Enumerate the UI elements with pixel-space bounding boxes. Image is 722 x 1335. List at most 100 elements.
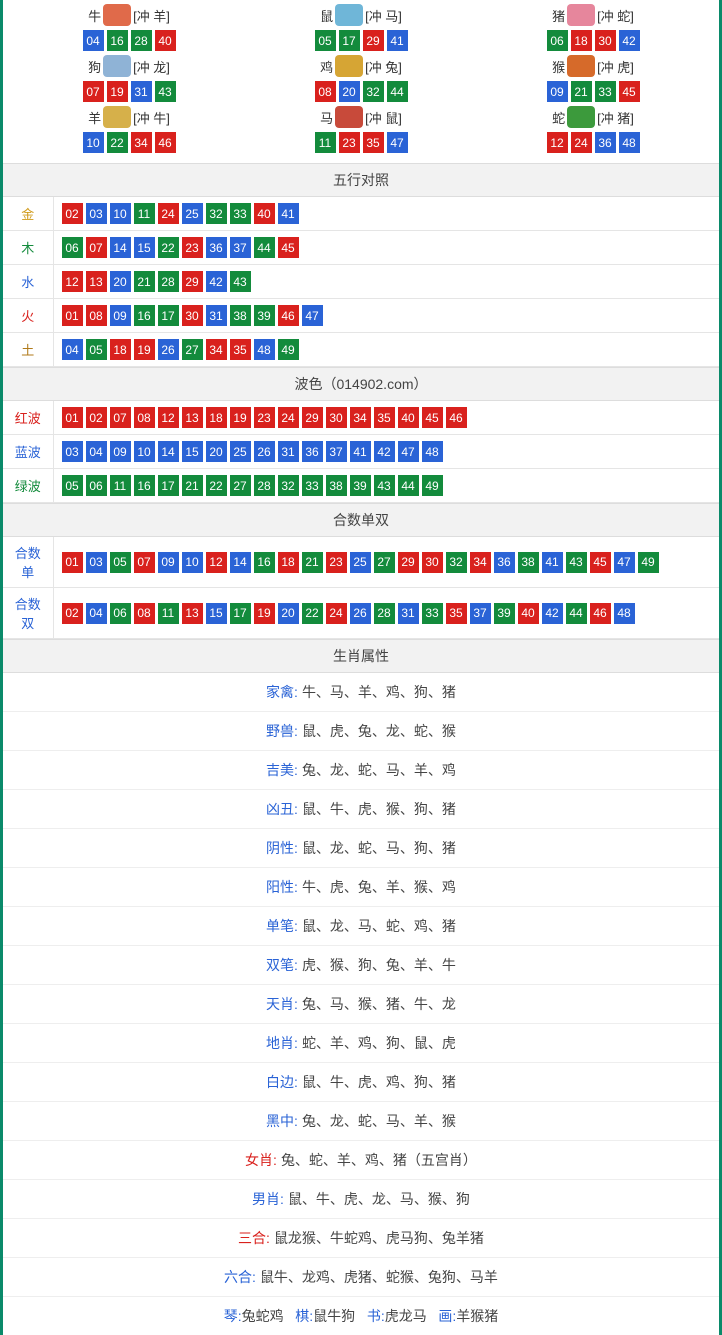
attr-label: 黑中:: [266, 1113, 298, 1129]
number-chip: 37: [470, 603, 491, 624]
zodiac-grid: 牛[冲 羊]04162840鼠[冲 马]05172941猪[冲 蛇]061830…: [3, 0, 719, 163]
attr-text: 羊猴猪: [456, 1308, 498, 1324]
number-chip: 06: [86, 475, 107, 496]
number-chip: 02: [62, 603, 83, 624]
number-chip: 31: [131, 81, 152, 102]
attr-label: 野兽:: [266, 723, 298, 739]
heshu-header: 合数单双: [3, 503, 719, 537]
number-chip: 07: [83, 81, 104, 102]
row-label: 金: [3, 197, 53, 231]
number-chip: 40: [155, 30, 176, 51]
number-chip: 38: [518, 552, 539, 573]
number-chip: 01: [62, 407, 83, 428]
zodiac-icon: [567, 55, 595, 77]
qin-qi-shu-hua-row: 琴:兔蛇鸡 棋:鼠牛狗 书:虎龙马 画:羊猴猪: [3, 1297, 719, 1335]
number-chip: 46: [590, 603, 611, 624]
zodiac-cell: 鼠[冲 马]05172941: [245, 4, 477, 51]
number-chip: 35: [230, 339, 251, 360]
attr-label: 男肖:: [252, 1191, 284, 1207]
number-chip: 37: [230, 237, 251, 258]
attr-text: 牛、虎、兔、羊、猴、鸡: [302, 879, 456, 895]
number-chip: 47: [302, 305, 323, 326]
number-chip: 29: [302, 407, 323, 428]
number-chip: 43: [566, 552, 587, 573]
attr-row: 白边:鼠、牛、虎、鸡、狗、猪: [3, 1063, 719, 1102]
attr-label: 阴性:: [266, 840, 298, 856]
number-chip: 34: [206, 339, 227, 360]
zodiac-icon: [567, 106, 595, 128]
number-chip: 22: [158, 237, 179, 258]
row-numbers: 0103050709101214161821232527293032343638…: [53, 537, 719, 588]
attr-row: 吉美:兔、龙、蛇、马、羊、鸡: [3, 751, 719, 790]
number-chip: 13: [182, 407, 203, 428]
number-chip: 20: [206, 441, 227, 462]
number-chip: 18: [206, 407, 227, 428]
zodiac-name: 猴: [552, 57, 565, 76]
number-chip: 42: [374, 441, 395, 462]
number-chip: 22: [107, 132, 128, 153]
number-chip: 09: [158, 552, 179, 573]
number-chip: 12: [206, 552, 227, 573]
attr-label: 书:: [367, 1308, 385, 1324]
zodiac-label-row: 鸡[冲 兔]: [245, 55, 477, 77]
row-label: 绿波: [3, 469, 53, 503]
number-chip: 38: [326, 475, 347, 496]
number-chip: 47: [387, 132, 408, 153]
table-row: 土04051819262734354849: [3, 333, 719, 367]
attr-row: 地肖:蛇、羊、鸡、狗、鼠、虎: [3, 1024, 719, 1063]
number-chip: 16: [134, 475, 155, 496]
attr-label: 天肖:: [266, 996, 298, 1012]
attr-label: 画:: [438, 1308, 456, 1324]
number-chip: 40: [398, 407, 419, 428]
number-chip: 40: [518, 603, 539, 624]
zodiac-icon: [103, 106, 131, 128]
number-chip: 24: [571, 132, 592, 153]
attr-text: 牛、马、羊、鸡、狗、猪: [302, 684, 456, 700]
number-chip: 44: [566, 603, 587, 624]
number-chip: 17: [158, 305, 179, 326]
table-row: 水1213202128294243: [3, 265, 719, 299]
number-chip: 35: [363, 132, 384, 153]
number-chip: 19: [230, 407, 251, 428]
attr-text: 鼠牛狗: [313, 1308, 355, 1324]
number-chip: 25: [350, 552, 371, 573]
zodiac-icon: [567, 4, 595, 26]
attr-text: 兔、龙、蛇、马、羊、鸡: [302, 762, 456, 778]
zodiac-clash: [冲 马]: [365, 6, 402, 25]
number-chip: 34: [350, 407, 371, 428]
number-chip: 21: [134, 271, 155, 292]
number-chip: 07: [86, 237, 107, 258]
zodiac-clash: [冲 羊]: [133, 6, 170, 25]
attr-row: 三合:鼠龙猴、牛蛇鸡、虎马狗、兔羊猪: [3, 1219, 719, 1258]
number-chip: 30: [326, 407, 347, 428]
number-chip: 31: [278, 441, 299, 462]
number-chip: 34: [131, 132, 152, 153]
page-container: 牛[冲 羊]04162840鼠[冲 马]05172941猪[冲 蛇]061830…: [0, 0, 722, 1335]
number-chip: 16: [107, 30, 128, 51]
number-chip: 46: [278, 305, 299, 326]
number-chip: 06: [62, 237, 83, 258]
number-chip: 46: [446, 407, 467, 428]
number-chip: 27: [230, 475, 251, 496]
number-chip: 15: [206, 603, 227, 624]
zodiac-label-row: 羊[冲 牛]: [13, 106, 245, 128]
number-chip: 16: [254, 552, 275, 573]
row-label: 红波: [3, 401, 53, 435]
zodiac-cell: 猪[冲 蛇]06183042: [477, 4, 709, 51]
number-chip: 09: [110, 305, 131, 326]
number-chip: 18: [571, 30, 592, 51]
number-chip: 44: [254, 237, 275, 258]
number-chip: 11: [110, 475, 131, 496]
number-chip: 26: [350, 603, 371, 624]
zodiac-cell: 马[冲 鼠]11233547: [245, 106, 477, 153]
number-chip: 36: [595, 132, 616, 153]
number-chip: 29: [182, 271, 203, 292]
attr-list: 家禽:牛、马、羊、鸡、狗、猪野兽:鼠、虎、兔、龙、蛇、猴吉美:兔、龙、蛇、马、羊…: [3, 673, 719, 1297]
number-chip: 11: [158, 603, 179, 624]
number-chip: 33: [422, 603, 443, 624]
attr-text: 虎龙马: [385, 1308, 427, 1324]
number-chip: 23: [339, 132, 360, 153]
number-chip: 22: [302, 603, 323, 624]
number-chip: 42: [619, 30, 640, 51]
attr-text: 鼠、龙、蛇、马、狗、猪: [302, 840, 456, 856]
